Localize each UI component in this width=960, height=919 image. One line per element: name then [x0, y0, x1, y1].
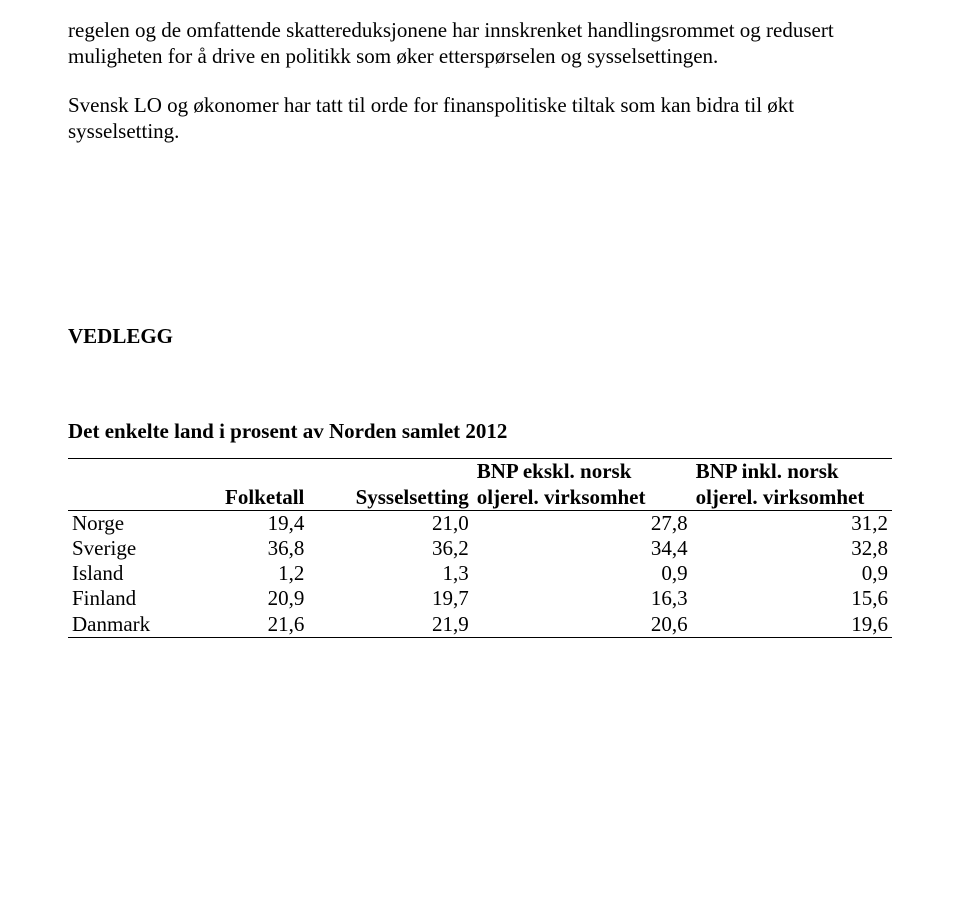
row-name: Norge — [68, 510, 193, 536]
paragraph-2: Svensk LO og økonomer har tatt til orde … — [68, 93, 892, 144]
col-header-sysselsetting-label: Sysselsetting — [312, 485, 468, 510]
col-header-bnp-inkl-line2: oljerel. virksomhet — [696, 485, 888, 510]
row-val-3: 16,3 — [473, 586, 692, 611]
row-val-2: 1,3 — [308, 561, 472, 586]
row-name: Sverige — [68, 536, 193, 561]
paragraph-1: regelen og de omfattende skattereduksjon… — [68, 18, 892, 69]
row-val-4: 0,9 — [692, 561, 892, 586]
row-val-1: 1,2 — [193, 561, 309, 586]
col-header-folketall-label: Folketall — [197, 485, 305, 510]
row-val-4: 31,2 — [692, 510, 892, 536]
row-val-3: 34,4 — [473, 536, 692, 561]
col-header-bnp-ekskl-line1: BNP ekskl. norsk — [477, 459, 688, 484]
col-header-folketall: Folketall — [193, 459, 309, 510]
table-row: Norge 19,4 21,0 27,8 31,2 — [68, 510, 892, 536]
col-header-bnp-inkl-line1: BNP inkl. norsk — [696, 459, 888, 484]
data-table: Folketall Sysselsetting BNP ekskl. norsk… — [68, 458, 892, 637]
row-name: Danmark — [68, 612, 193, 638]
row-name: Finland — [68, 586, 193, 611]
col-header-bnp-ekskl: BNP ekskl. norsk oljerel. virksomhet — [473, 459, 692, 510]
row-val-4: 32,8 — [692, 536, 892, 561]
col-header-sysselsetting: Sysselsetting — [308, 459, 472, 510]
table-row: Danmark 21,6 21,9 20,6 19,6 — [68, 612, 892, 638]
table-row: Finland 20,9 19,7 16,3 15,6 — [68, 586, 892, 611]
row-val-2: 21,9 — [308, 612, 472, 638]
document-page: regelen og de omfattende skattereduksjon… — [0, 0, 960, 919]
table-row: Island 1,2 1,3 0,9 0,9 — [68, 561, 892, 586]
row-val-1: 20,9 — [193, 586, 309, 611]
table-row: Sverige 36,8 36,2 34,4 32,8 — [68, 536, 892, 561]
row-val-2: 19,7 — [308, 586, 472, 611]
row-val-1: 19,4 — [193, 510, 309, 536]
table-header-row: Folketall Sysselsetting BNP ekskl. norsk… — [68, 459, 892, 510]
col-header-bnp-inkl: BNP inkl. norsk oljerel. virksomhet — [692, 459, 892, 510]
section-heading: VEDLEGG — [68, 324, 892, 349]
row-val-3: 27,8 — [473, 510, 692, 536]
row-val-2: 21,0 — [308, 510, 472, 536]
row-val-3: 20,6 — [473, 612, 692, 638]
row-val-1: 36,8 — [193, 536, 309, 561]
row-name: Island — [68, 561, 193, 586]
col-header-bnp-ekskl-line2: oljerel. virksomhet — [477, 485, 688, 510]
row-val-1: 21,6 — [193, 612, 309, 638]
col-header-empty — [68, 459, 193, 510]
row-val-2: 36,2 — [308, 536, 472, 561]
row-val-3: 0,9 — [473, 561, 692, 586]
row-val-4: 15,6 — [692, 586, 892, 611]
table-title: Det enkelte land i prosent av Norden sam… — [68, 419, 892, 444]
row-val-4: 19,6 — [692, 612, 892, 638]
